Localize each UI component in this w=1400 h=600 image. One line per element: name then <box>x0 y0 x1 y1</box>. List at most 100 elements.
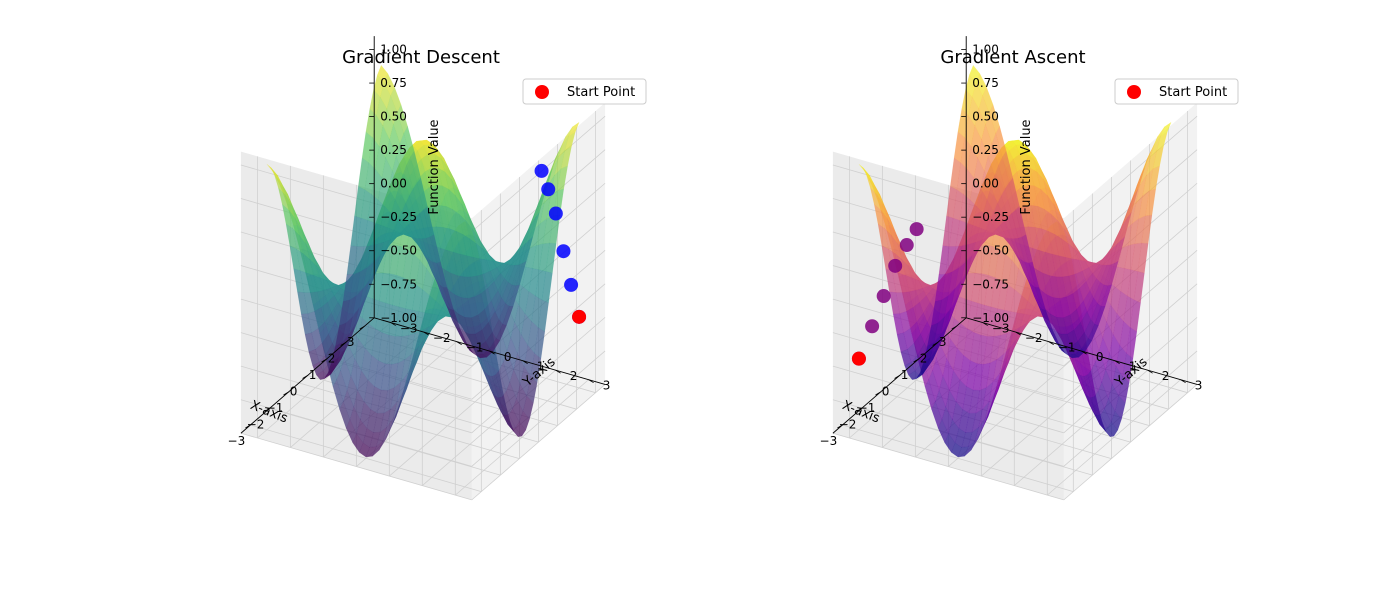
z-tick-label: 0.00 <box>972 177 999 191</box>
surface-facet <box>969 64 981 84</box>
x-tick-label: 1 <box>901 368 909 382</box>
grid-line <box>455 379 589 496</box>
path-point-3 <box>888 258 903 273</box>
z-tick-label: −0.50 <box>380 244 417 258</box>
surface-facet <box>1067 354 1080 359</box>
y-tick-mark <box>489 350 495 355</box>
z-tick-label: −1.00 <box>380 311 417 325</box>
y-tick-mark <box>423 331 429 336</box>
z-tick-label: −0.50 <box>972 244 1009 258</box>
z-tick-label: 0.50 <box>380 110 407 124</box>
x-tick-mark <box>264 408 270 412</box>
surface-plot <box>266 64 580 458</box>
path-point-2 <box>548 206 563 221</box>
z-tick-label: −0.75 <box>972 277 1009 291</box>
y-tick-mark <box>1015 331 1021 336</box>
z-tick-label: 0.75 <box>380 76 407 90</box>
y-tick-mark <box>1180 379 1186 384</box>
x-tick-label: −1 <box>858 401 876 415</box>
x-tick-label: −2 <box>247 418 265 432</box>
x-tick-label: 2 <box>920 352 928 366</box>
x-tick-mark <box>894 375 900 379</box>
legend: Start Point <box>1114 78 1239 105</box>
axis-ticks: −3−2−10123−3−2−10123−1.00−0.75−0.50−0.25… <box>228 43 611 449</box>
surface-facet <box>1008 177 1020 210</box>
surface-facet <box>410 150 422 184</box>
x-tick-mark <box>932 342 938 346</box>
start-point-marker <box>572 309 587 324</box>
grid-line <box>240 432 472 501</box>
z-tick-label: 0.00 <box>380 177 407 191</box>
z-tick-label: 1.00 <box>380 43 407 57</box>
descent-path <box>534 163 587 324</box>
legend-marker-start-point <box>1127 85 1141 99</box>
z-axis-label: Function Value <box>1019 119 1034 214</box>
path-point-3 <box>556 244 571 259</box>
y-tick-mark <box>982 322 988 326</box>
y-tick-mark <box>588 379 594 384</box>
x-tick-mark <box>283 391 289 396</box>
y-tick-mark <box>1081 350 1087 355</box>
z-tick-label: −1.00 <box>972 311 1009 325</box>
grid-line <box>1063 115 1198 232</box>
surface-facet <box>1147 136 1159 159</box>
grid-line <box>471 384 606 501</box>
y-tick-label: 0 <box>504 350 512 364</box>
y-tick-label: 3 <box>603 379 611 393</box>
surface-facet <box>436 261 448 288</box>
x-tick-mark <box>856 408 862 412</box>
x-tick-mark <box>321 358 327 363</box>
surface-facet <box>456 326 468 345</box>
surface-facet <box>1114 235 1126 264</box>
y-tick-mark <box>390 322 396 326</box>
surface-facet <box>429 234 441 264</box>
start-point-marker <box>851 351 866 366</box>
grid-line <box>1063 317 1198 434</box>
surface-facet <box>1101 284 1112 307</box>
y-tick-label: 1 <box>1129 360 1137 374</box>
z-tick-label: 1.00 <box>972 43 999 57</box>
y-tick-label: −2 <box>433 331 451 345</box>
surface-facet <box>1120 212 1132 241</box>
y-tick-label: −3 <box>992 322 1010 336</box>
legend-box <box>1114 78 1239 105</box>
x-tick-label: 2 <box>328 352 336 366</box>
grid-line <box>1047 379 1181 496</box>
z-tick-label: 0.25 <box>380 143 407 157</box>
surface-facet <box>509 284 520 307</box>
y-tick-mark <box>1147 369 1153 374</box>
grid-line <box>471 350 606 467</box>
legend: Start Point <box>522 78 647 105</box>
path-point-5 <box>909 222 924 237</box>
y-tick-label: 3 <box>1195 379 1203 393</box>
grid-line <box>1063 384 1198 501</box>
z-tick-label: 0.75 <box>972 76 999 90</box>
x-tick-mark <box>245 424 251 429</box>
chart-title: Gradient Descent <box>342 47 500 68</box>
surface-facet <box>403 125 415 158</box>
y-tick-mark <box>1048 341 1054 345</box>
z-tick-label: −0.75 <box>380 277 417 291</box>
surface-facet <box>423 205 435 238</box>
surface-plot <box>858 64 1172 458</box>
y-tick-mark <box>522 360 528 364</box>
path-point-1 <box>865 319 880 334</box>
x-tick-mark <box>951 325 957 330</box>
x-tick-label: −3 <box>228 434 246 448</box>
x-tick-label: 0 <box>882 385 890 399</box>
z-tick-label: −0.25 <box>972 210 1009 224</box>
x-tick-label: 0 <box>290 385 298 399</box>
path-point-1 <box>541 182 556 197</box>
y-tick-label: 2 <box>570 369 578 383</box>
y-tick-label: 1 <box>537 360 545 374</box>
x-tick-label: −2 <box>839 418 857 432</box>
y-tick-label: 2 <box>1162 369 1170 383</box>
legend-box <box>522 78 647 105</box>
y-tick-label: 0 <box>1096 350 1104 364</box>
surface-facet <box>1015 205 1027 238</box>
y-tick-mark <box>555 369 561 374</box>
x-tick-label: −3 <box>820 434 838 448</box>
legend-label-start-point: Start Point <box>1159 85 1227 100</box>
grid-line <box>1063 350 1198 467</box>
